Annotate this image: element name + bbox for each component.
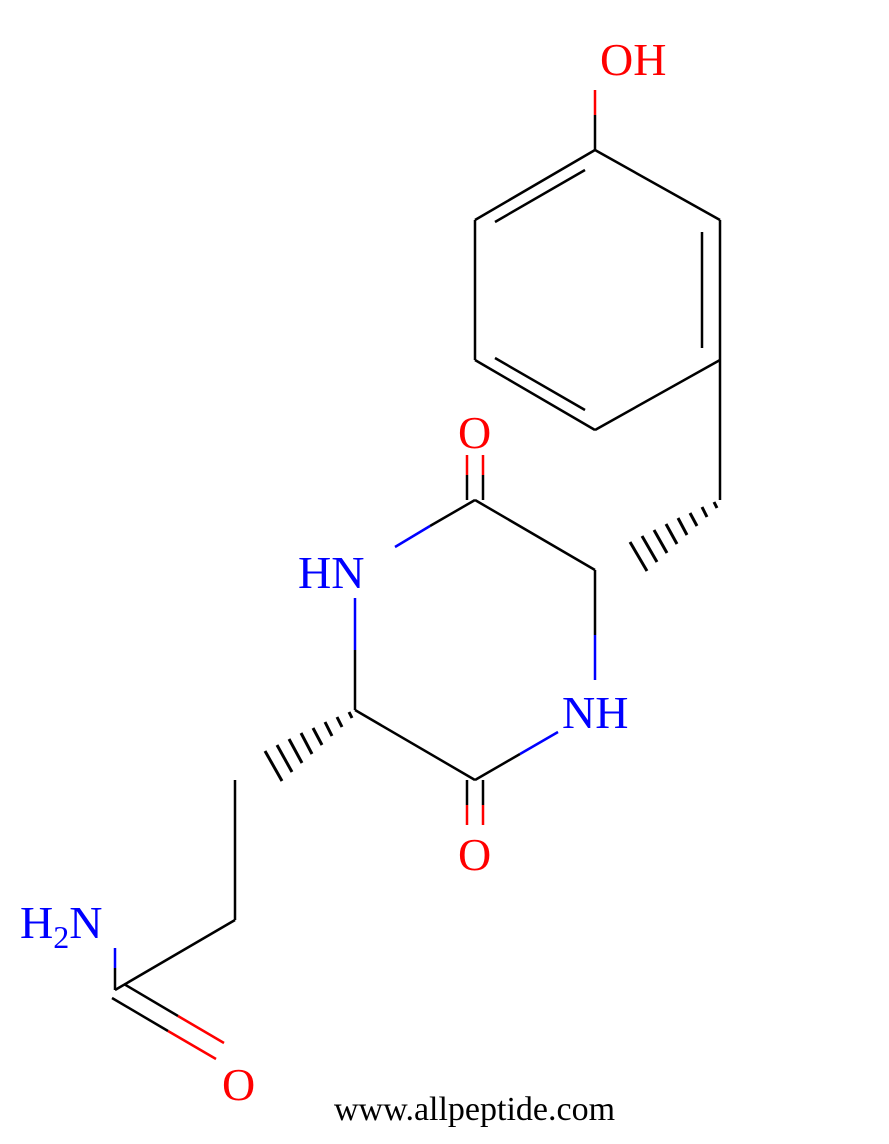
bond-ar1-ar2 <box>475 150 595 220</box>
watermark-text: www.allpeptide.com <box>334 1091 615 1128</box>
bond-chgln-cbot <box>355 710 475 780</box>
label-nh: NH <box>562 687 628 738</box>
label-o-amide: O <box>222 1059 255 1110</box>
label-o-bot: O <box>458 829 491 880</box>
bond-ar3-ar4 <box>475 360 595 430</box>
label-h2n: H2N <box>20 897 102 955</box>
bond-cbot-nbot-c <box>475 754 520 780</box>
bond-ctop-ntop-c <box>430 500 475 526</box>
label-o-top: O <box>458 407 491 458</box>
label-hn: HN <box>298 547 364 598</box>
wedge-ch2-chtyr <box>630 502 717 571</box>
bond-cbot-nbot-n <box>520 732 558 754</box>
molecule-diagram: OH O O HN NH H2N O www.allpeptide.com <box>0 0 889 1144</box>
bond-gc2-gc3 <box>115 920 235 990</box>
label-oh: OH <box>600 34 666 85</box>
bond-ar1-ar2-dbl <box>495 170 585 222</box>
bond-ctop-ntop-n <box>395 526 430 547</box>
bond-chtyr-ctop <box>475 500 595 570</box>
bond-gc3-o-b-o <box>178 1016 224 1043</box>
wedge-chgln-c1 <box>265 712 352 781</box>
bond-ar6-ar1 <box>595 150 720 220</box>
bond-ar4-ar5 <box>595 360 720 430</box>
bond-gc3-o-a-c <box>112 998 168 1031</box>
bond-ar3-ar4-dbl <box>495 358 585 410</box>
